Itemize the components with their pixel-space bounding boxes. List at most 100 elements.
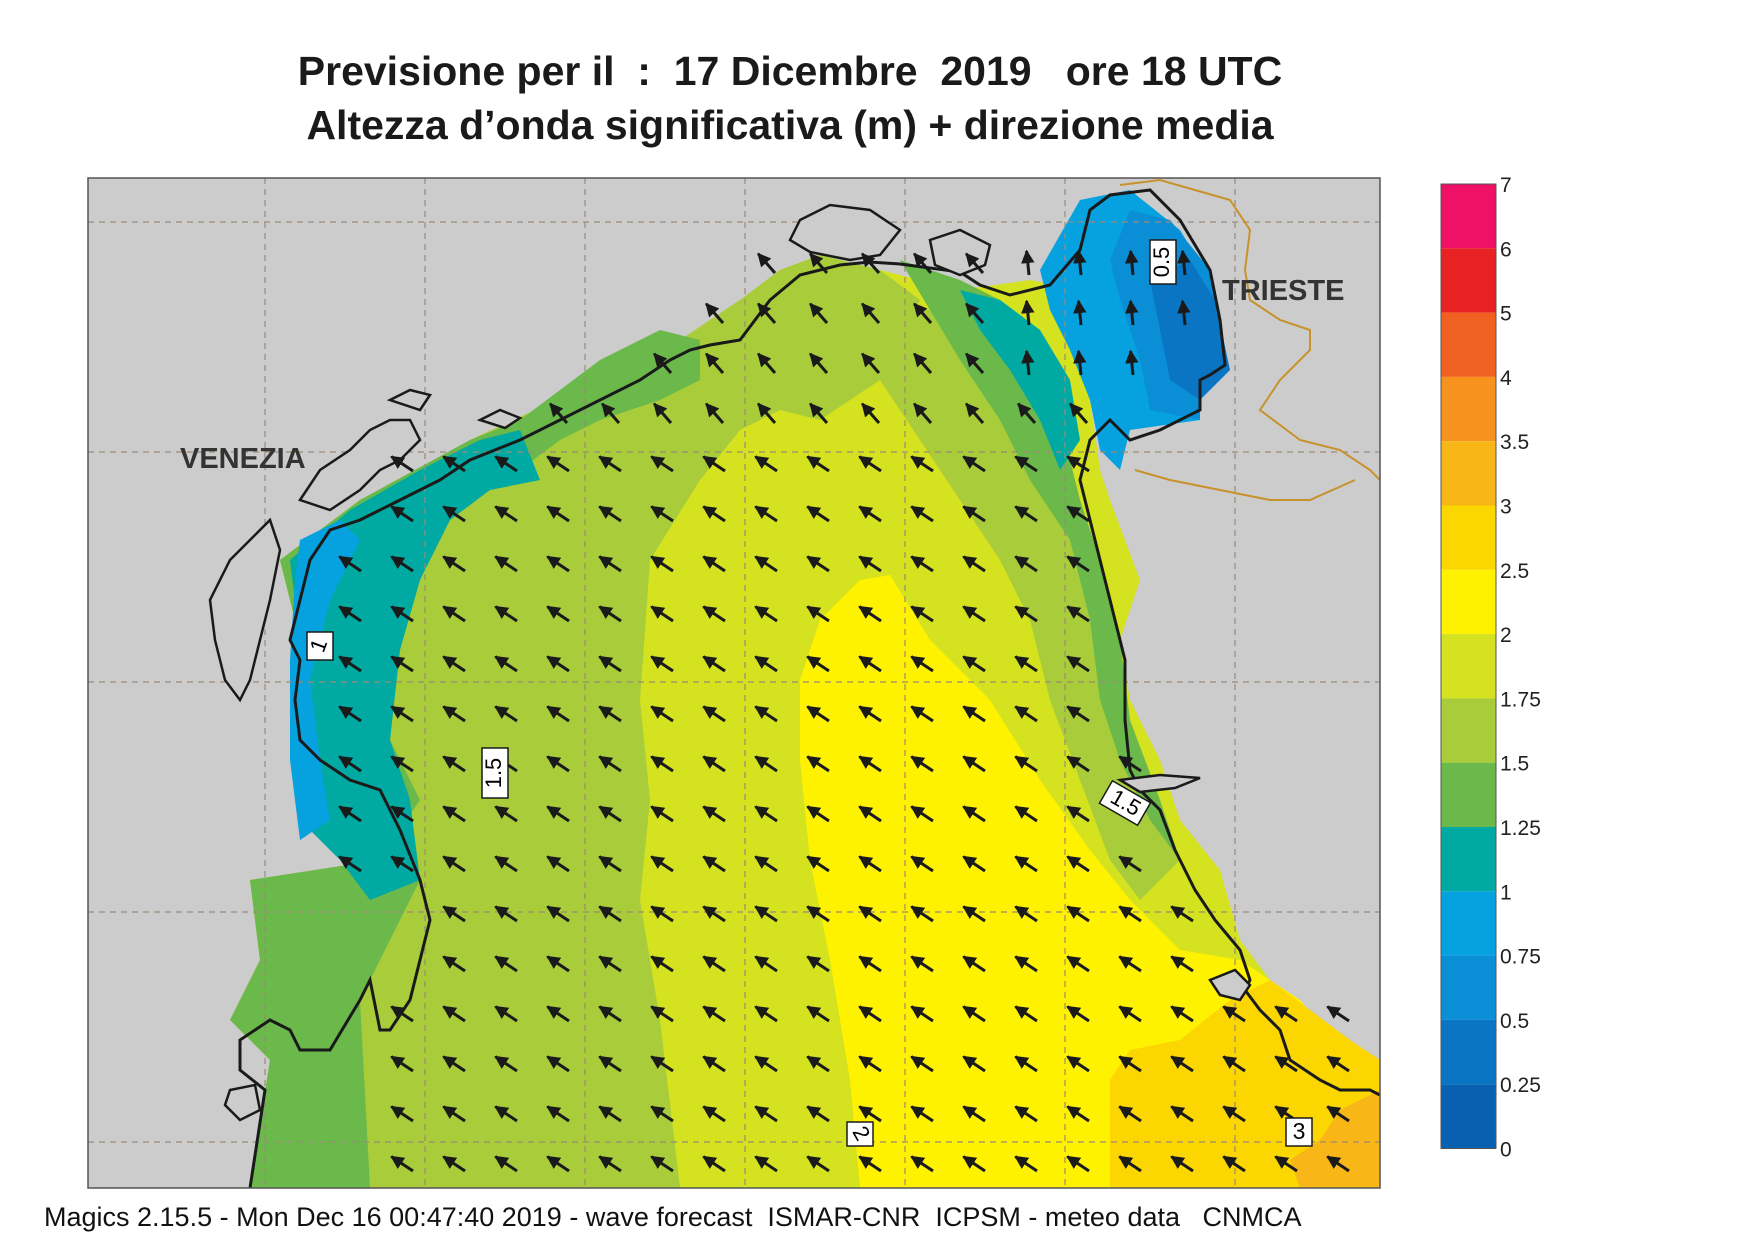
wave-direction-arrow <box>390 655 414 673</box>
wave-direction-arrow <box>442 1155 466 1173</box>
wave-direction-arrow <box>1222 1005 1246 1023</box>
wave-direction-arrow <box>650 505 674 523</box>
wave-direction-arrow <box>702 805 726 823</box>
wave-direction-arrow <box>1125 349 1139 376</box>
wave-direction-arrow <box>1066 955 1090 973</box>
wave-direction-arrow <box>546 655 570 673</box>
wave-direction-arrow <box>809 352 829 374</box>
wave-direction-arrow <box>1274 1055 1298 1073</box>
wave-direction-arrow <box>754 1005 778 1023</box>
wave-direction-arrow <box>702 1055 726 1073</box>
wave-direction-arrow <box>1274 1155 1298 1173</box>
wave-direction-arrow <box>1014 455 1038 473</box>
wave-direction-arrow <box>910 1155 934 1173</box>
wave-direction-arrow <box>442 605 466 623</box>
wave-direction-arrow <box>390 755 414 773</box>
wave-direction-arrow <box>965 252 985 274</box>
wave-direction-arrow <box>913 352 933 374</box>
wave-direction-arrow <box>754 805 778 823</box>
wave-direction-arrow <box>650 1105 674 1123</box>
wave-direction-arrow <box>650 805 674 823</box>
wave-direction-arrow <box>1170 1055 1194 1073</box>
wave-direction-arrow <box>650 655 674 673</box>
wave-direction-arrow <box>858 1055 882 1073</box>
wave-direction-arrow <box>1014 1055 1038 1073</box>
wave-direction-arrow <box>598 505 622 523</box>
wave-direction-arrow <box>494 455 518 473</box>
wave-direction-arrow <box>338 605 362 623</box>
wave-direction-arrow <box>757 252 777 274</box>
wave-band-0-75 <box>290 520 360 840</box>
wave-direction-arrow <box>598 905 622 923</box>
wave-direction-arrow <box>1118 1155 1142 1173</box>
wave-direction-arrow <box>705 352 725 374</box>
wave-direction-arrow <box>546 455 570 473</box>
wave-direction-arrow <box>962 455 986 473</box>
wave-direction-arrow <box>910 955 934 973</box>
wave-direction-arrow <box>962 1055 986 1073</box>
colorbar-swatch <box>1441 1084 1496 1149</box>
wave-direction-arrow <box>546 555 570 573</box>
wave-direction-arrow <box>1014 655 1038 673</box>
contour-label-3: 3 <box>1293 1118 1306 1144</box>
wave-direction-arrow <box>1014 1155 1038 1173</box>
wave-direction-arrow <box>494 905 518 923</box>
wave-direction-arrow <box>806 655 830 673</box>
wave-direction-arrow <box>754 455 778 473</box>
wave-direction-arrow <box>650 605 674 623</box>
wave-direction-arrow <box>494 555 518 573</box>
wave-direction-arrow <box>1118 905 1142 923</box>
wave-direction-arrow <box>390 1005 414 1023</box>
wave-direction-arrow <box>858 705 882 723</box>
colorbar-swatch <box>1441 827 1496 892</box>
contour-label-0-5: 0.5 <box>1149 247 1174 278</box>
wave-direction-arrow <box>858 655 882 673</box>
colorbar-swatch <box>1441 569 1496 635</box>
wave-direction-arrow <box>965 302 985 324</box>
wave-direction-arrow <box>858 1005 882 1023</box>
wave-direction-arrow <box>754 505 778 523</box>
wave-direction-arrow <box>598 705 622 723</box>
wave-direction-arrow <box>494 655 518 673</box>
wave-direction-arrow <box>598 455 622 473</box>
wave-direction-arrow <box>546 955 570 973</box>
wave-direction-arrow <box>910 905 934 923</box>
wave-direction-arrow <box>913 252 933 274</box>
border-line <box>1119 178 1380 501</box>
wave-direction-arrow <box>546 905 570 923</box>
wave-direction-arrow <box>806 1005 830 1023</box>
colorbar-tick-label: 7 <box>1500 174 1512 197</box>
wave-direction-arrow <box>390 705 414 723</box>
wave-direction-arrow <box>754 605 778 623</box>
wave-direction-arrow <box>338 755 362 773</box>
wave-direction-arrow <box>390 855 414 873</box>
wave-direction-arrow <box>650 755 674 773</box>
wave-direction-arrow <box>702 955 726 973</box>
wave-direction-arrow <box>962 1155 986 1173</box>
wave-direction-arrow <box>598 855 622 873</box>
wave-direction-arrow <box>910 1055 934 1073</box>
wave-direction-arrow <box>1021 299 1035 326</box>
wave-direction-arrow <box>910 1105 934 1123</box>
colorbar-tick-label: 3 <box>1500 496 1512 519</box>
wave-direction-arrow <box>650 1155 674 1173</box>
wave-direction-arrow <box>650 1055 674 1073</box>
wave-direction-arrow <box>546 705 570 723</box>
wave-direction-arrow <box>809 252 829 274</box>
wave-direction-arrow <box>757 302 777 324</box>
wave-direction-arrow <box>442 955 466 973</box>
wave-direction-arrow <box>390 805 414 823</box>
wave-direction-arrow <box>754 905 778 923</box>
wave-direction-arrow <box>702 905 726 923</box>
wave-direction-arrow <box>1118 755 1142 773</box>
wave-direction-arrow <box>1066 1155 1090 1173</box>
wave-direction-arrow <box>858 955 882 973</box>
wave-direction-arrow <box>494 1155 518 1173</box>
wave-direction-arrow <box>338 805 362 823</box>
wave-direction-arrow <box>858 455 882 473</box>
colorbar-swatch <box>1441 441 1496 506</box>
wave-direction-arrow <box>1073 299 1087 326</box>
wave-direction-arrow <box>494 955 518 973</box>
wave-direction-arrow <box>702 455 726 473</box>
wave-direction-arrow <box>546 755 570 773</box>
